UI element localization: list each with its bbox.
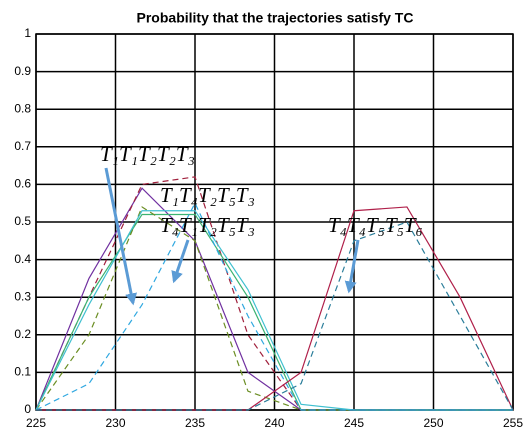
annotation: T₄T₄T₅T₅T₆ <box>328 213 423 237</box>
y-tick-label: 0.6 <box>14 177 31 191</box>
x-tick-label: 225 <box>26 416 46 430</box>
y-tick-label: 0.5 <box>14 214 31 228</box>
y-tick-label: 1 <box>24 26 31 40</box>
x-tick-label: 235 <box>185 416 205 430</box>
y-tick-label: 0.7 <box>14 139 31 153</box>
series-line <box>36 221 514 411</box>
annotation: T₄T₁T₂T₅T₃ <box>160 213 255 237</box>
x-tick-label: 245 <box>344 416 364 430</box>
series-line <box>36 206 514 411</box>
x-tick-label: 255 <box>503 416 523 430</box>
x-tick-label: 240 <box>264 416 284 430</box>
annotation: T₁T₄T₂T₅T₃ <box>160 183 255 207</box>
y-tick-label: 0.2 <box>14 327 31 341</box>
arrow <box>171 239 190 284</box>
y-tick-label: 0 <box>24 402 31 416</box>
series-line <box>35 201 513 411</box>
y-tick-label: 0.3 <box>14 289 31 303</box>
y-tick-label: 0.9 <box>14 64 31 78</box>
y-tick-label: 0.4 <box>14 252 31 266</box>
y-tick-label: 0.1 <box>14 365 31 379</box>
chart-title: Probability that the trajectories satisf… <box>137 10 414 26</box>
arrow <box>104 167 138 306</box>
plot-frame <box>35 33 514 411</box>
arrow <box>344 239 360 294</box>
x-tick-label: 230 <box>105 416 125 430</box>
x-tick-label: 250 <box>423 416 443 430</box>
annotation: T₁T₁T₂T₂T₃ <box>100 142 195 166</box>
y-tick-label: 0.8 <box>14 101 31 115</box>
